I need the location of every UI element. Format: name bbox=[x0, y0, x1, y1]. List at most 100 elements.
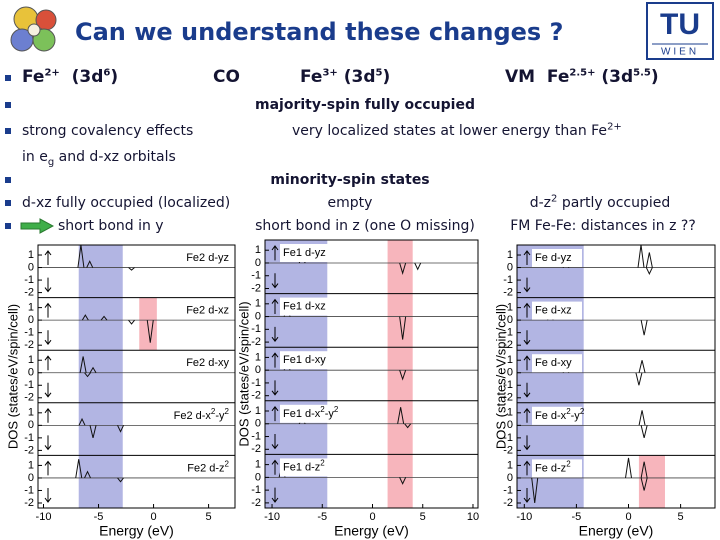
plot-frame bbox=[37, 244, 236, 509]
text-run: (3d bbox=[595, 67, 634, 87]
spin-arrow bbox=[271, 326, 279, 343]
label-box bbox=[532, 249, 582, 267]
y-axis-label: DOS (states/eV/spin/cell) bbox=[236, 301, 251, 446]
text-run: 2+ bbox=[44, 67, 60, 79]
y-tick-label: -2 bbox=[503, 444, 513, 456]
label-box bbox=[280, 351, 330, 370]
y-tick-label: -1 bbox=[251, 270, 261, 282]
y-tick-label: -2 bbox=[251, 390, 261, 402]
x-axis-label: Energy (eV) bbox=[579, 523, 654, 539]
label-run: Fe2 d-xy bbox=[186, 357, 229, 369]
dos-peak bbox=[399, 370, 407, 381]
spin-arrow bbox=[44, 488, 52, 503]
y-tick-label: -1 bbox=[503, 327, 513, 339]
label-run: Fe1 d-xz bbox=[283, 301, 326, 313]
dos-peak bbox=[128, 319, 135, 325]
dos-peak bbox=[638, 360, 646, 373]
text-run: strong covalency effects bbox=[22, 123, 194, 139]
label-run: Fe2 d-xz bbox=[186, 305, 229, 317]
text-run: CO bbox=[213, 67, 240, 87]
spin-arrow bbox=[271, 459, 279, 475]
panel-label: Fe d-xy bbox=[535, 357, 572, 369]
y-tick-label: 1 bbox=[255, 405, 261, 417]
dos-peak bbox=[75, 459, 83, 479]
label-run: -y bbox=[325, 408, 335, 420]
spin-arrow bbox=[271, 405, 279, 422]
y-tick-label: -2 bbox=[503, 286, 513, 298]
dos-peak bbox=[637, 244, 645, 268]
label-sup: 2 bbox=[225, 406, 230, 415]
spin-arrow bbox=[523, 330, 531, 346]
text-run: Fe bbox=[300, 67, 323, 87]
spin-arrow bbox=[523, 382, 531, 398]
label-run: Fe d-z bbox=[535, 462, 566, 474]
x-tick-label: -5 bbox=[94, 511, 104, 523]
bullet bbox=[5, 200, 11, 206]
label-run: Fe1 d-z bbox=[283, 461, 320, 473]
shaded-band bbox=[387, 240, 413, 294]
panel-label: Fe d-x2-y2 bbox=[535, 406, 585, 421]
dos-peak bbox=[84, 470, 91, 479]
dos-peak bbox=[79, 356, 87, 373]
x-tick-label: 0 bbox=[150, 511, 156, 523]
y-tick-label: 1 bbox=[28, 459, 34, 471]
spin-arrow bbox=[44, 407, 52, 423]
panel-label: Fe d-xz bbox=[535, 305, 572, 317]
y-tick-label: -1 bbox=[251, 430, 261, 442]
text-run: empty bbox=[327, 195, 373, 211]
x-tick-label: 10 bbox=[467, 511, 479, 523]
label-run: Fe d-xz bbox=[535, 305, 572, 317]
y-tick-label: 0 bbox=[507, 472, 513, 484]
y-tick-label: -2 bbox=[24, 339, 34, 351]
y-tick-label: -1 bbox=[24, 327, 34, 339]
shaded-band bbox=[78, 455, 123, 508]
text-line: empty bbox=[328, 193, 373, 213]
text-line: FM Fe-Fe: distances in z ?? bbox=[510, 216, 696, 236]
text-run: FM Fe-Fe: distances in z ?? bbox=[510, 218, 696, 234]
spin-arrow bbox=[44, 277, 52, 293]
y-tick-label: -2 bbox=[503, 392, 513, 404]
logo-right: TU WIEN bbox=[646, 2, 714, 60]
panel-label: Fe2 d-xy bbox=[186, 357, 229, 369]
bullet bbox=[5, 177, 11, 183]
text-run: very localized states at lower energy th… bbox=[292, 123, 608, 139]
shaded-band bbox=[387, 454, 413, 508]
text-line: d-z2 partly occupied bbox=[530, 193, 671, 213]
spin-arrow bbox=[523, 302, 531, 318]
panel-label: Fe2 d-x2-y2 bbox=[174, 406, 230, 421]
y-tick-label: -1 bbox=[503, 484, 513, 496]
y-tick-label: 0 bbox=[28, 419, 34, 431]
green-arrow bbox=[20, 218, 54, 234]
label-box bbox=[280, 244, 330, 262]
shaded-band bbox=[638, 455, 665, 508]
text-run: g bbox=[47, 156, 55, 168]
text-line: very localized states at lower energy th… bbox=[292, 121, 622, 141]
y-tick-label: 1 bbox=[255, 298, 261, 310]
y-tick-label: 0 bbox=[507, 314, 513, 326]
y-tick-label: 0 bbox=[255, 364, 261, 376]
y-tick-label: -1 bbox=[24, 379, 34, 391]
text-line: Fe3+ (3d5) bbox=[300, 67, 390, 87]
spin-arrow bbox=[271, 298, 279, 314]
label-sup: 2 bbox=[580, 406, 585, 415]
label-run: Fe d-xy bbox=[535, 357, 572, 369]
text-run: 5.5 bbox=[633, 67, 651, 79]
text-line: Fe2+ (3d6) bbox=[22, 67, 118, 87]
text-line: short bond in y bbox=[58, 216, 164, 236]
dos-peak bbox=[128, 267, 135, 271]
dos-peak bbox=[640, 461, 648, 479]
y-tick-label: -1 bbox=[24, 484, 34, 496]
y-tick-label: -1 bbox=[251, 377, 261, 389]
y-tick-label: -2 bbox=[503, 339, 513, 351]
dos-peak bbox=[635, 372, 643, 386]
y-tick-label: 1 bbox=[507, 302, 513, 314]
text-run: VM Fe bbox=[505, 67, 570, 87]
y-tick-label: 0 bbox=[28, 261, 34, 273]
text-run: 2.5+ bbox=[569, 67, 596, 79]
dos-peak bbox=[399, 262, 407, 275]
label-box bbox=[532, 459, 582, 478]
y-tick-label: 1 bbox=[28, 354, 34, 366]
label-sup: 2 bbox=[566, 406, 571, 415]
y-tick-label: 1 bbox=[255, 244, 261, 256]
